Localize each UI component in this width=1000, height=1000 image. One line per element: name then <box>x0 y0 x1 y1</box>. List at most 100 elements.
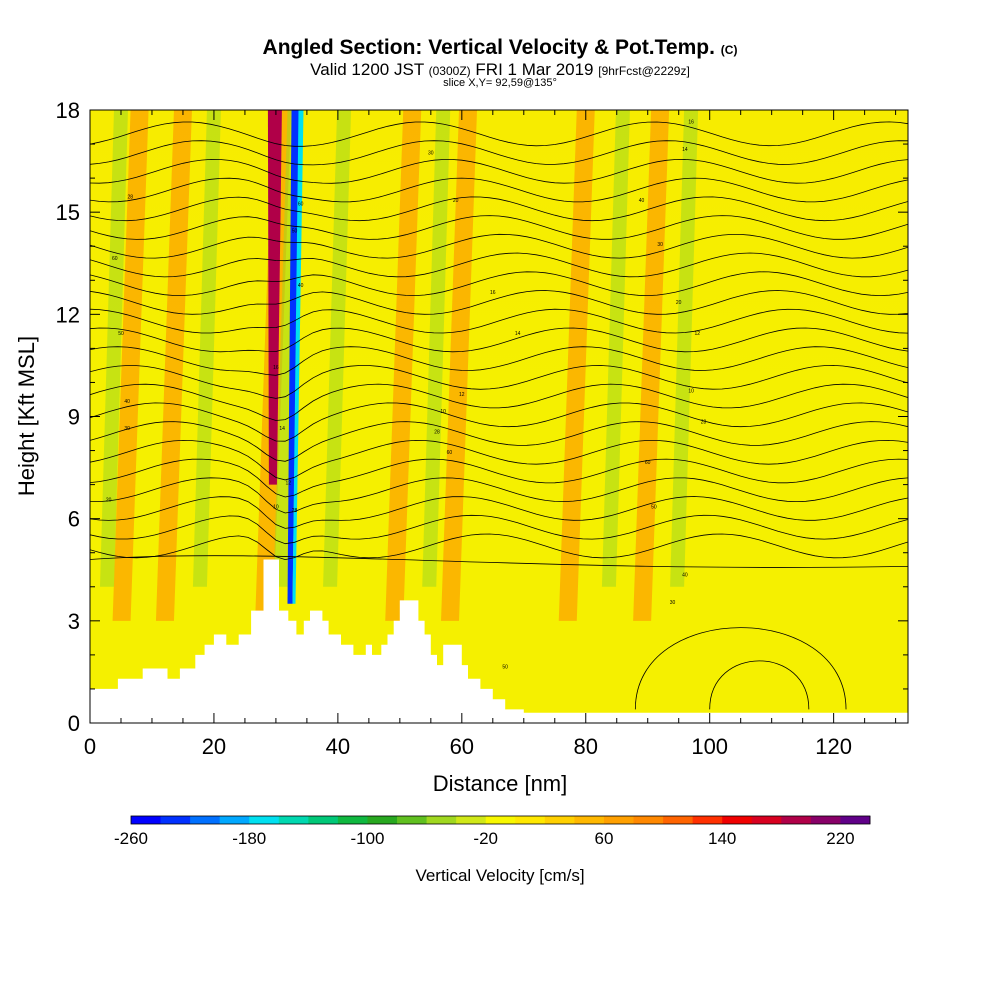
contour-label: 30 <box>670 600 676 606</box>
chart-subtitle: Valid 1200 JST (0300Z) FRI 1 Mar 2019 [9… <box>310 60 690 79</box>
colorbar-swatch <box>219 816 250 824</box>
colorbar-swatch <box>160 816 191 824</box>
colorbar-tick-label: -260 <box>114 829 148 848</box>
y-tick-label: 0 <box>68 711 80 736</box>
theta-contour <box>634 627 847 710</box>
colorbar-swatch <box>515 816 546 824</box>
contour-label: 50 <box>292 229 298 235</box>
colorbar-frame <box>130 815 871 825</box>
x-tick-label: 40 <box>326 734 350 759</box>
contour-label: 12 <box>286 481 292 487</box>
colorbar-swatch <box>574 816 605 824</box>
theta-contour <box>90 439 908 481</box>
contour-label: 10 <box>273 505 279 511</box>
theta-contour <box>90 177 908 203</box>
contour-label: 12 <box>695 331 701 337</box>
strongest-downdraft <box>287 110 300 604</box>
contour-label: 40 <box>682 573 688 579</box>
theta-contour <box>90 215 908 240</box>
x-axis-label: Distance [nm] <box>433 771 568 796</box>
y-tick-label: 12 <box>56 302 80 327</box>
theta-contour <box>90 533 908 561</box>
colorbar-swatch <box>397 816 427 824</box>
contour-label: 20 <box>453 198 459 204</box>
x-tick-label: 60 <box>450 734 474 759</box>
theta-contour <box>90 402 908 442</box>
theta-contour <box>90 346 908 376</box>
potential-temperature-contours <box>90 121 908 710</box>
colorbar-swatch <box>456 816 487 824</box>
terrain-shape <box>90 559 908 723</box>
colorbar-swatch <box>426 816 457 824</box>
downdraft-band <box>323 110 352 587</box>
contour-label: 40 <box>298 283 304 289</box>
x-tick-label: 20 <box>202 734 226 759</box>
chart-title: Angled Section: Vertical Velocity & Pot.… <box>262 36 738 59</box>
colorbar-swatch <box>751 816 782 824</box>
colorbar-swatch <box>337 816 368 824</box>
contour-label: 16 <box>490 290 496 296</box>
contour-label: 30 <box>428 150 434 156</box>
colorbar-tick-label: 140 <box>708 829 736 848</box>
contour-label: 28 <box>701 419 707 425</box>
contour-label: 60 <box>447 450 453 456</box>
theta-contour <box>90 271 908 297</box>
strongest-updraft <box>267 110 282 485</box>
contour-label: 14 <box>682 147 688 153</box>
colorbar-label: Vertical Velocity [cm/s] <box>415 866 584 885</box>
colorbar-swatch <box>840 816 871 824</box>
theta-contour <box>90 383 908 421</box>
contour-label: 14 <box>515 331 521 337</box>
colorbar-swatch <box>692 816 723 824</box>
contour-label: 60 <box>645 460 651 466</box>
downdraft-band <box>192 110 221 587</box>
theta-contour <box>90 327 908 353</box>
colorbar: -260 -180 -100 -20 60 140 220 <box>114 815 871 848</box>
updraft-band <box>385 110 422 621</box>
y-tick-label: 9 <box>68 405 80 430</box>
theta-contour <box>90 252 908 278</box>
colorbar-tick-label: -180 <box>232 829 266 848</box>
theta-contour <box>90 496 908 529</box>
contour-label: 10 <box>688 389 694 395</box>
theta-contour <box>90 555 908 568</box>
contour-label: 50 <box>502 665 508 671</box>
colorbar-tick-label: -20 <box>473 829 498 848</box>
theta-contour <box>90 158 908 184</box>
colorbar-swatch <box>722 816 753 824</box>
contour-label: 16 <box>273 365 279 371</box>
contour-label: 14 <box>279 426 285 432</box>
velocity-bands <box>99 110 699 621</box>
colorbar-swatch <box>663 816 694 824</box>
contour-label: 12 <box>459 392 465 398</box>
theta-contour <box>90 233 908 259</box>
downdraft-edge <box>292 110 304 604</box>
updraft-band <box>155 110 192 621</box>
colorbar-swatch <box>249 816 280 824</box>
colorbar-tick-label: 60 <box>594 829 613 848</box>
theta-contour <box>90 290 908 315</box>
y-tick-label: 6 <box>68 507 80 532</box>
downdraft-band <box>422 110 451 587</box>
plot-area: 28 60 50 40 30 20 16 14 12 10 28 60 50 40 30 20 16 14 12 10… <box>90 110 908 723</box>
theta-contour <box>90 140 908 166</box>
y-axis-label: Height [Kft MSL] <box>14 336 39 496</box>
terrain <box>90 559 908 723</box>
contour-label: 60 <box>112 256 118 262</box>
x-tick-label: 120 <box>815 734 852 759</box>
slice-label: slice X,Y= 92,59@135° <box>443 77 557 89</box>
x-tick-label: 80 <box>574 734 598 759</box>
contour-label: 40 <box>124 399 130 405</box>
contour-label: 20 <box>106 498 112 504</box>
colorbar-tick-label: -100 <box>350 829 384 848</box>
theta-contour <box>90 308 908 334</box>
contour-label: 10 <box>440 409 446 415</box>
downdraft-band <box>670 110 699 587</box>
y-tick-label: 3 <box>68 609 80 634</box>
colorbar-swatch <box>544 816 575 824</box>
colorbar-swatch <box>485 816 516 824</box>
contour-label: 16 <box>688 120 694 126</box>
theta-contour <box>90 364 908 399</box>
contour-label: 60 <box>298 201 304 207</box>
theta-contour <box>90 514 908 545</box>
